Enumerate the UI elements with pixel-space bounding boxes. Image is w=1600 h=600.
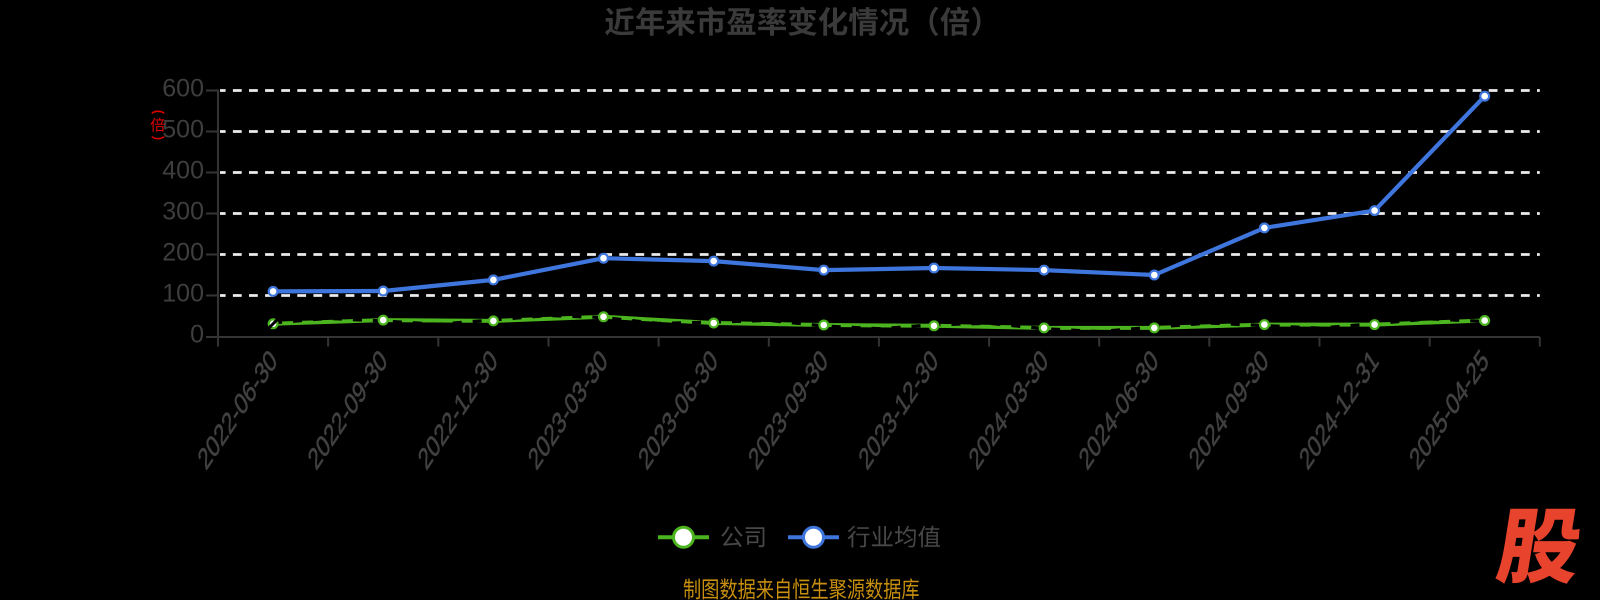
svg-text:400: 400: [162, 157, 204, 185]
svg-text:500: 500: [162, 116, 204, 144]
svg-text:600: 600: [162, 75, 204, 103]
svg-text:200: 200: [162, 239, 204, 267]
svg-text:0: 0: [190, 321, 204, 349]
svg-text:100: 100: [162, 280, 204, 308]
svg-text:300: 300: [162, 198, 204, 226]
